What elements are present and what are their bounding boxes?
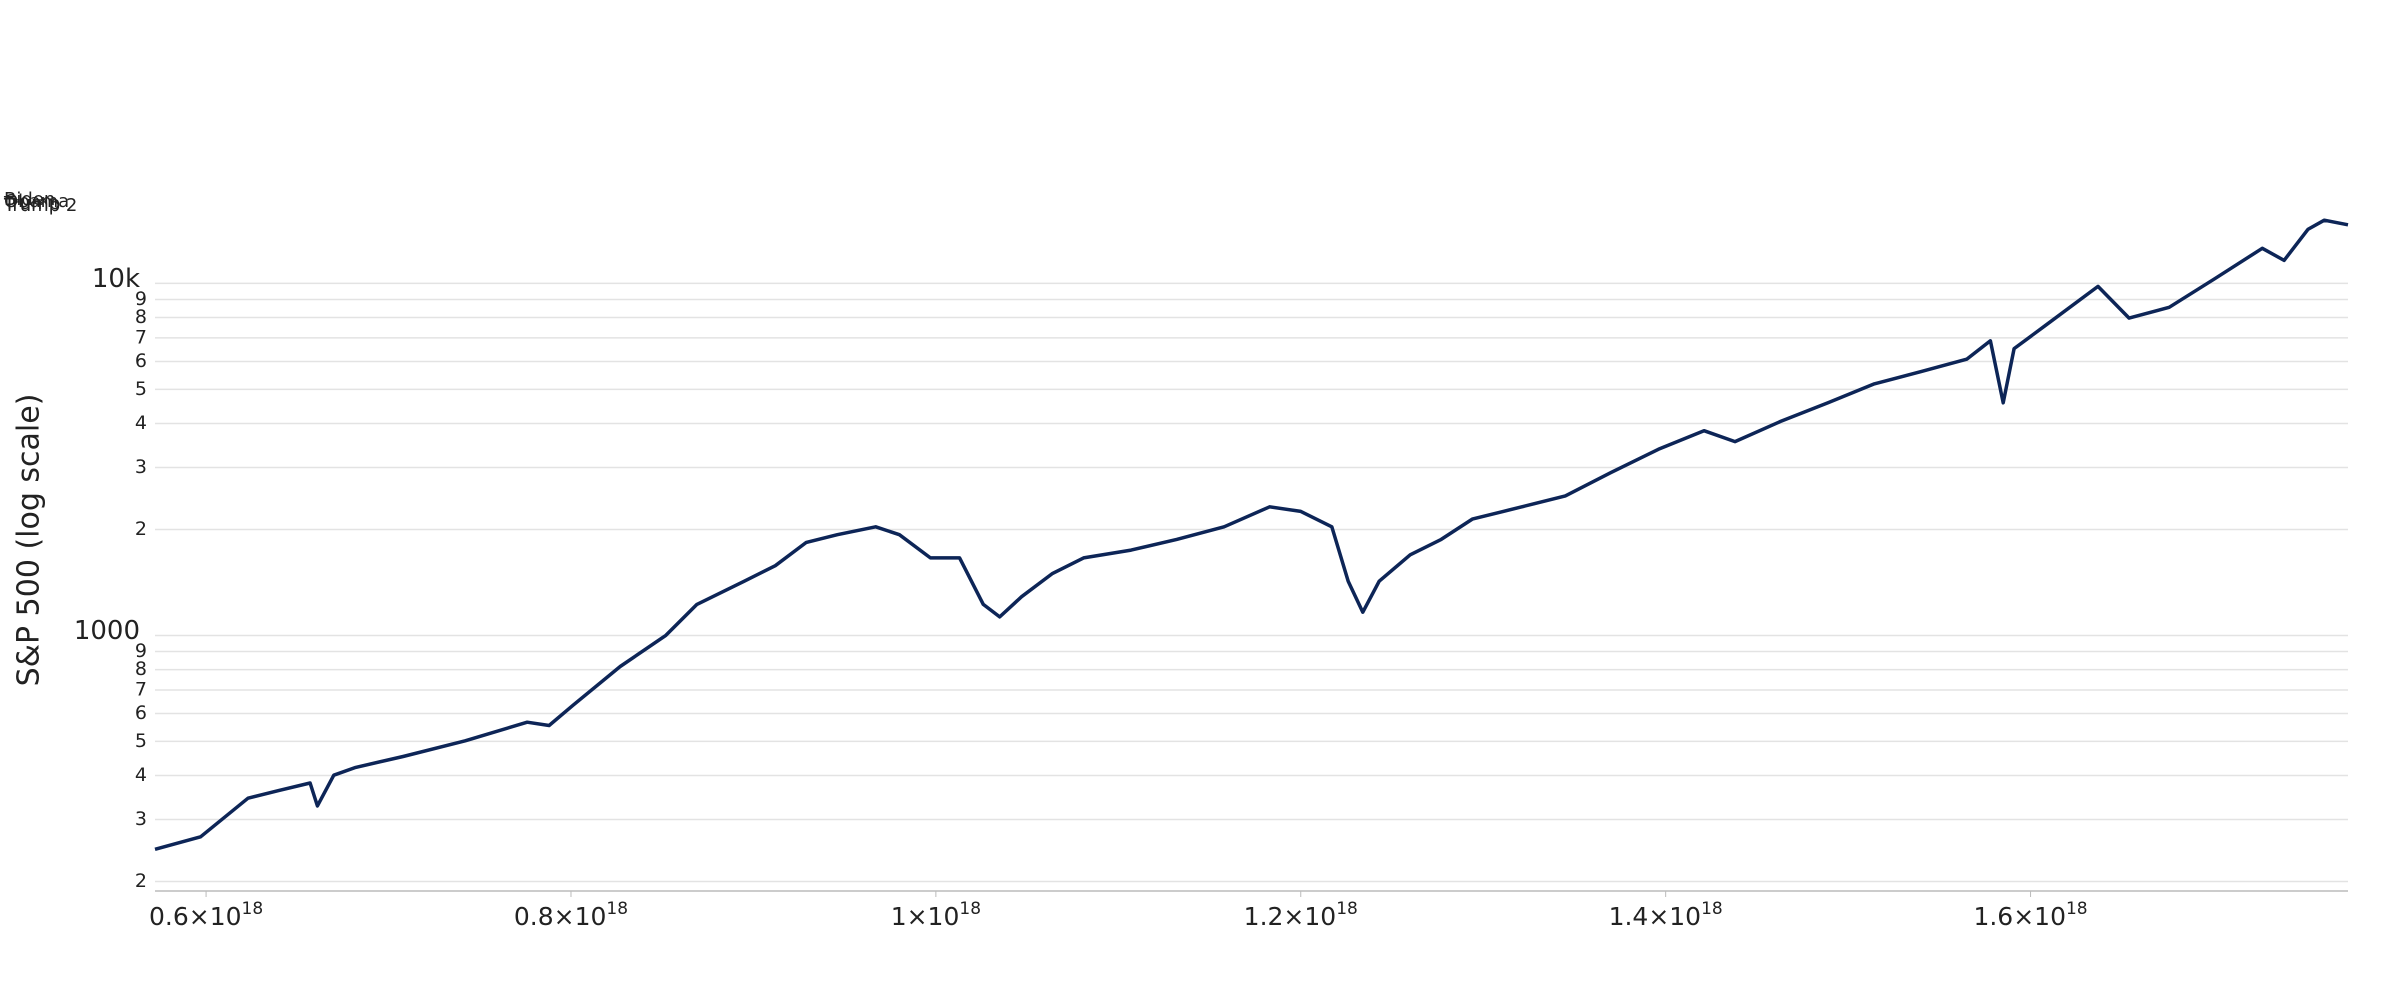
x-tick-label-base: 0.6×10 [149, 902, 242, 931]
y-axis-title: S&P 500 (log scale) [12, 394, 47, 687]
x-tick-label: 1×1018 [891, 899, 981, 931]
y-tick-label: 6 [135, 702, 147, 724]
y-tick-label: 2 [135, 870, 147, 892]
x-tick-label-base: 1.6×10 [1973, 902, 2066, 931]
annotation: Biden [4, 189, 55, 210]
annotation: Obama [4, 191, 69, 212]
y-tick-label: 5 [135, 378, 147, 400]
y-tick-label: 7 [135, 678, 147, 700]
y-tick-label: 8 [135, 306, 147, 328]
y-tick-label: 5 [135, 730, 147, 752]
y-tick-label: 9 [135, 640, 147, 662]
x-tick-label-exponent: 18 [1701, 899, 1723, 919]
annotation: Trump 2 [3, 195, 77, 216]
y-tick-label: 4 [135, 764, 147, 786]
x-tick-label-base: 1.4×10 [1609, 902, 1702, 931]
annotation: Trump [3, 193, 60, 214]
x-tick-label-base: 1×10 [891, 902, 960, 931]
x-tick-label: 1.4×1018 [1609, 899, 1723, 931]
x-tick-label: 1.2×1018 [1244, 899, 1358, 931]
y-tick-label: 7 [135, 326, 147, 348]
y-tick-label: 10k [92, 264, 140, 294]
x-tick-label: 0.8×1018 [514, 899, 628, 931]
y-tick-label: 2 [135, 518, 147, 540]
y-tick-label: 1000 [74, 616, 140, 646]
y-tick-label: 9 [135, 288, 147, 310]
y-tick-label: 3 [135, 456, 147, 478]
y-tick-label: 6 [135, 350, 147, 372]
x-tick-label-exponent: 18 [606, 899, 628, 919]
y-tick-label: 8 [135, 658, 147, 680]
x-tick-label-base: 1.2×10 [1244, 902, 1337, 931]
x-tick-label: 1.6×1018 [1973, 899, 2087, 931]
x-tick-label-exponent: 18 [242, 899, 264, 919]
line [154, 218, 2349, 851]
y-tick-label: 4 [135, 412, 147, 434]
y-tick-label: 3 [135, 808, 147, 830]
x-tick-label-exponent: 18 [959, 899, 981, 919]
x-tick-label-exponent: 18 [1336, 899, 1358, 919]
x-tick-label-base: 0.8×10 [514, 902, 607, 931]
x-tick-label-exponent: 18 [2066, 899, 2088, 919]
x-tick-label: 0.6×1018 [149, 899, 263, 931]
